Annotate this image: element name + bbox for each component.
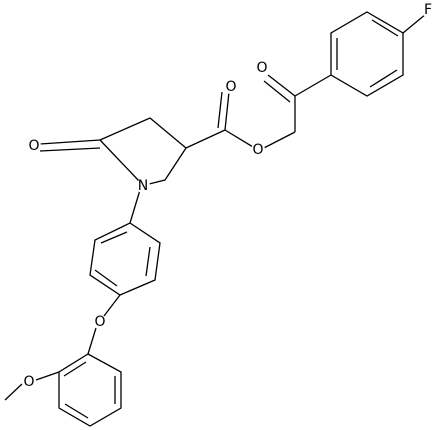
bond <box>294 74 332 97</box>
bond <box>259 131 296 151</box>
bond <box>35 371 60 381</box>
ring <box>144 147 187 186</box>
bond <box>100 231 128 244</box>
bond <box>267 74 296 97</box>
atom-label: O <box>225 79 236 95</box>
atom-label: O <box>28 138 39 154</box>
bond <box>185 129 226 149</box>
atom-label: O <box>94 314 105 330</box>
bond <box>39 139 101 145</box>
bond <box>217 91 223 129</box>
bond <box>402 13 427 34</box>
atom-label: O <box>256 60 267 76</box>
atom-label: O <box>252 142 263 158</box>
ring <box>89 222 161 296</box>
bond <box>263 80 291 103</box>
bond <box>145 246 151 277</box>
ring <box>330 11 404 97</box>
atom-labels: F O O O O N O O <box>22 2 435 390</box>
bond <box>224 91 230 131</box>
atom-label: N <box>138 178 148 194</box>
bond <box>94 269 118 287</box>
atom-label: F <box>424 2 432 18</box>
bond <box>39 147 101 152</box>
bond <box>371 19 399 37</box>
ring <box>58 353 122 427</box>
bond <box>129 189 141 224</box>
atom-label: O <box>23 374 34 390</box>
bond <box>63 361 87 377</box>
bonds <box>4 11 427 427</box>
bond <box>64 403 89 419</box>
bond <box>369 69 398 88</box>
bond <box>99 139 141 183</box>
bond <box>87 327 97 355</box>
ring <box>99 117 187 149</box>
bond <box>103 294 121 317</box>
bond <box>4 383 23 401</box>
